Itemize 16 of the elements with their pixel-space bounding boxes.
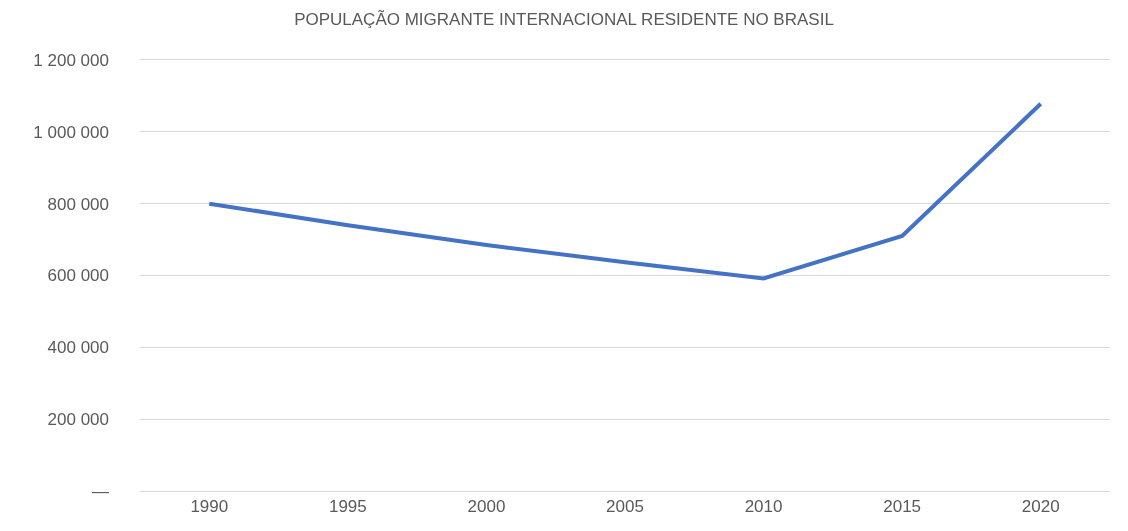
y-tick-label: — [92, 481, 109, 501]
x-tick-label: 2005 [606, 497, 644, 517]
x-tick-label: 2020 [1021, 497, 1060, 517]
chart-title: POPULAÇÃO MIGRANTE INTERNACIONAL RESIDENTE NO BRASIL [294, 10, 834, 30]
y-tick-label: 1 000 000 [33, 122, 109, 142]
y-tick-label: 400 000 [47, 338, 109, 358]
y-tick-label: 600 000 [47, 266, 109, 286]
y-tick-label: 800 000 [47, 194, 109, 214]
x-tick-label: 2015 [883, 497, 922, 517]
x-tick-label: 1995 [328, 497, 367, 517]
y-tick-label: 200 000 [47, 410, 109, 430]
x-tick-label: 1990 [190, 497, 229, 517]
x-tick-label: 2000 [467, 497, 506, 517]
y-tick-label: 1 200 000 [33, 50, 109, 70]
line-series [207, 101, 1043, 281]
x-tick-label: 2010 [744, 497, 783, 517]
